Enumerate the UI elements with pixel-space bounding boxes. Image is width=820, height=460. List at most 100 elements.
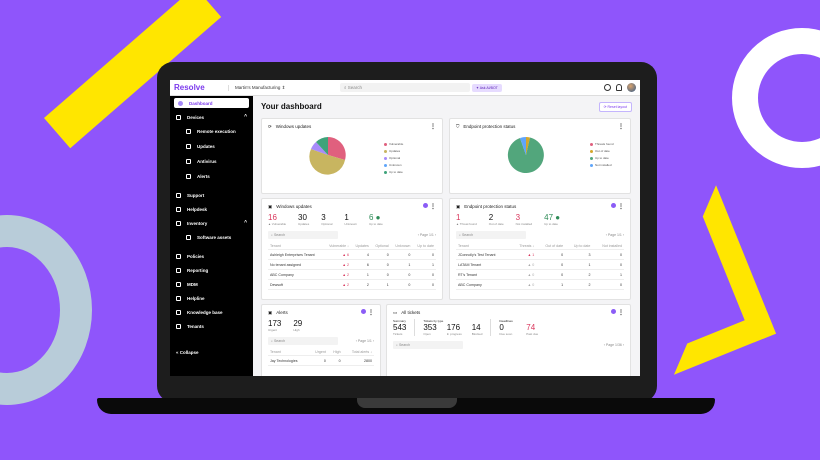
sidebar-item-label: Software assets xyxy=(197,235,232,240)
sidebar-item-dashboard[interactable]: Dashboard xyxy=(174,98,249,108)
nav-icon xyxy=(176,192,181,198)
nav-icon xyxy=(186,174,191,179)
pagination[interactable]: ‹ Page 1/36 › xyxy=(603,343,624,347)
sidebar-item-inventory[interactable]: Inventory ^ xyxy=(170,216,253,230)
tickets-icon: ▭ xyxy=(393,309,398,315)
bell-icon[interactable] xyxy=(616,84,622,91)
top-bar: Resolve Martin's Manufacturing ⇕ ⌕ Searc… xyxy=(170,80,640,96)
stat: 2 Out of date xyxy=(488,213,504,226)
stat: 6 ● Up to date xyxy=(368,213,383,226)
sidebar-item-mdm[interactable]: MDM xyxy=(170,277,253,291)
ai-badge-icon[interactable] xyxy=(361,309,367,314)
tickets-search-input[interactable]: ⌕ Search xyxy=(393,341,463,349)
legend-item: Threats found xyxy=(590,141,614,148)
data-table: Tenant Threats ↓ Out of date Up to date Not … xyxy=(456,242,624,290)
nav-icon xyxy=(186,235,191,240)
sidebar-item-software-assets[interactable]: Software assets xyxy=(170,230,253,245)
data-table: Tenant Urgent High Total alerts ↓ Jay Techno… xyxy=(268,348,374,366)
table-search-input[interactable]: ⌕ Search xyxy=(268,231,338,239)
tenant-selector[interactable]: Martin's Manufacturing ⇕ xyxy=(228,84,338,91)
sidebar-item-label: Remote execution xyxy=(197,129,236,134)
kebab-menu-icon[interactable]: ⋮ xyxy=(430,124,436,130)
sidebar-item-helpdesk[interactable]: Helpdesk xyxy=(170,202,253,216)
reset-layout-button[interactable]: ⟳ Reset layout xyxy=(598,102,632,112)
sidebar-item-label: Devices xyxy=(187,114,205,120)
ask-ai-button[interactable]: ✦ Ask AI/BOT xyxy=(472,84,502,92)
ai-badge-icon[interactable] xyxy=(423,203,429,208)
nav-icon xyxy=(176,253,181,259)
sidebar-item-helpline[interactable]: Helpline xyxy=(170,291,253,305)
nav-icon xyxy=(186,159,191,164)
stat: 3 Not installed xyxy=(515,213,533,226)
sidebar-item-remote-execution[interactable]: Remote execution xyxy=(170,124,253,139)
windows-updates-pie-chart xyxy=(309,137,346,175)
sidebar-item-devices[interactable]: Devices ^ xyxy=(170,110,253,124)
stat: 29 High xyxy=(293,319,303,332)
sidebar-item-label: Updates xyxy=(197,144,215,149)
chevron-up-icon[interactable]: ^ xyxy=(244,220,247,226)
legend-item: Unknown xyxy=(384,162,403,169)
sidebar-item-policies[interactable]: Policies xyxy=(170,249,253,263)
global-search-input[interactable]: ⌕ Search xyxy=(340,83,470,92)
sidebar-item-label: Policies xyxy=(187,253,205,259)
shield-icon: ▣ xyxy=(456,203,461,209)
kebab-menu-icon[interactable]: ⋮ xyxy=(618,124,624,130)
pagination[interactable]: ‹ Page 1/1 › xyxy=(605,233,624,237)
stat: 1 ▲ Threat found xyxy=(456,213,477,226)
pie-legend: Vulnerable Updates Optional Unknown Up to da… xyxy=(384,141,403,176)
logo[interactable]: Resolve xyxy=(174,83,205,92)
avatar[interactable] xyxy=(627,83,636,92)
table-search-input[interactable]: ⌕ Search xyxy=(268,337,338,345)
alerts-card: ▣ Alerts ⋮ 173 Urgent 29 High ⌕ Search ‹ Page 1… xyxy=(261,304,381,376)
nav-icon xyxy=(176,323,181,329)
shield-icon: ⛉ xyxy=(456,124,460,129)
nav-icon xyxy=(176,267,181,273)
dashboard-main: Your dashboard ⟳ Reset layout ⟳ Windows u… xyxy=(253,96,640,376)
table-row[interactable]: Jay Technologies 0 0 2800 xyxy=(268,355,374,366)
sidebar-item-updates[interactable]: Updates xyxy=(170,139,253,154)
stat: 16 ▲ Vulnerable xyxy=(268,213,287,226)
pagination[interactable]: ‹ Page 1/1 › xyxy=(355,339,374,343)
sidebar-item-label: Antivirus xyxy=(197,159,217,164)
laptop-notch xyxy=(357,398,457,408)
chevron-up-icon[interactable]: ^ xyxy=(244,114,247,120)
legend-item: Vulnerable xyxy=(384,141,403,148)
pie-legend: Threats found Out of date Up to date Not in… xyxy=(590,141,614,169)
blue-ring-decoration xyxy=(0,215,92,405)
legend-item: Up to date xyxy=(384,169,403,176)
legend-item: Out of date xyxy=(590,148,614,155)
card-title: All tickets xyxy=(401,310,421,315)
collapse-button[interactable]: « Collapse xyxy=(176,349,199,355)
sidebar-item-alerts[interactable]: Alerts xyxy=(170,169,253,184)
stat: 173 Urgent xyxy=(268,319,282,332)
endpoint-pie-card: ⛉ Endpoint protection status ⋮ Threats fou… xyxy=(449,118,631,194)
white-ring-decoration xyxy=(732,28,820,168)
data-table: Tenant Vulnerable ↓ Updates Optional Unknown… xyxy=(268,242,436,290)
help-icon[interactable] xyxy=(604,84,611,91)
updates-icon: ⟳ xyxy=(268,123,272,129)
card-title: Windows updates xyxy=(276,204,312,209)
table-search-input[interactable]: ⌕ Search xyxy=(456,231,526,239)
sidebar-item-label: MDM xyxy=(187,281,198,287)
stat: 30 Updates xyxy=(298,213,310,226)
stat: 3 Optional xyxy=(321,213,333,226)
nav-icon xyxy=(176,309,181,315)
sidebar-item-support[interactable]: Support xyxy=(170,188,253,202)
app-screen: Resolve Martin's Manufacturing ⇕ ⌕ Searc… xyxy=(170,80,640,376)
sidebar-item-reporting[interactable]: Reporting xyxy=(170,263,253,277)
sidebar-item-knowledge-base[interactable]: Knowledge base xyxy=(170,305,253,319)
sidebar-item-label: Alerts xyxy=(197,174,210,179)
sidebar-item-antivirus[interactable]: Antivirus xyxy=(170,154,253,169)
ai-badge-icon[interactable] xyxy=(611,309,617,314)
ai-badge-icon[interactable] xyxy=(611,203,617,208)
sidebar-item-tenants[interactable]: Tenants xyxy=(170,319,253,333)
pagination[interactable]: ‹ Page 1/1 › xyxy=(417,233,436,237)
